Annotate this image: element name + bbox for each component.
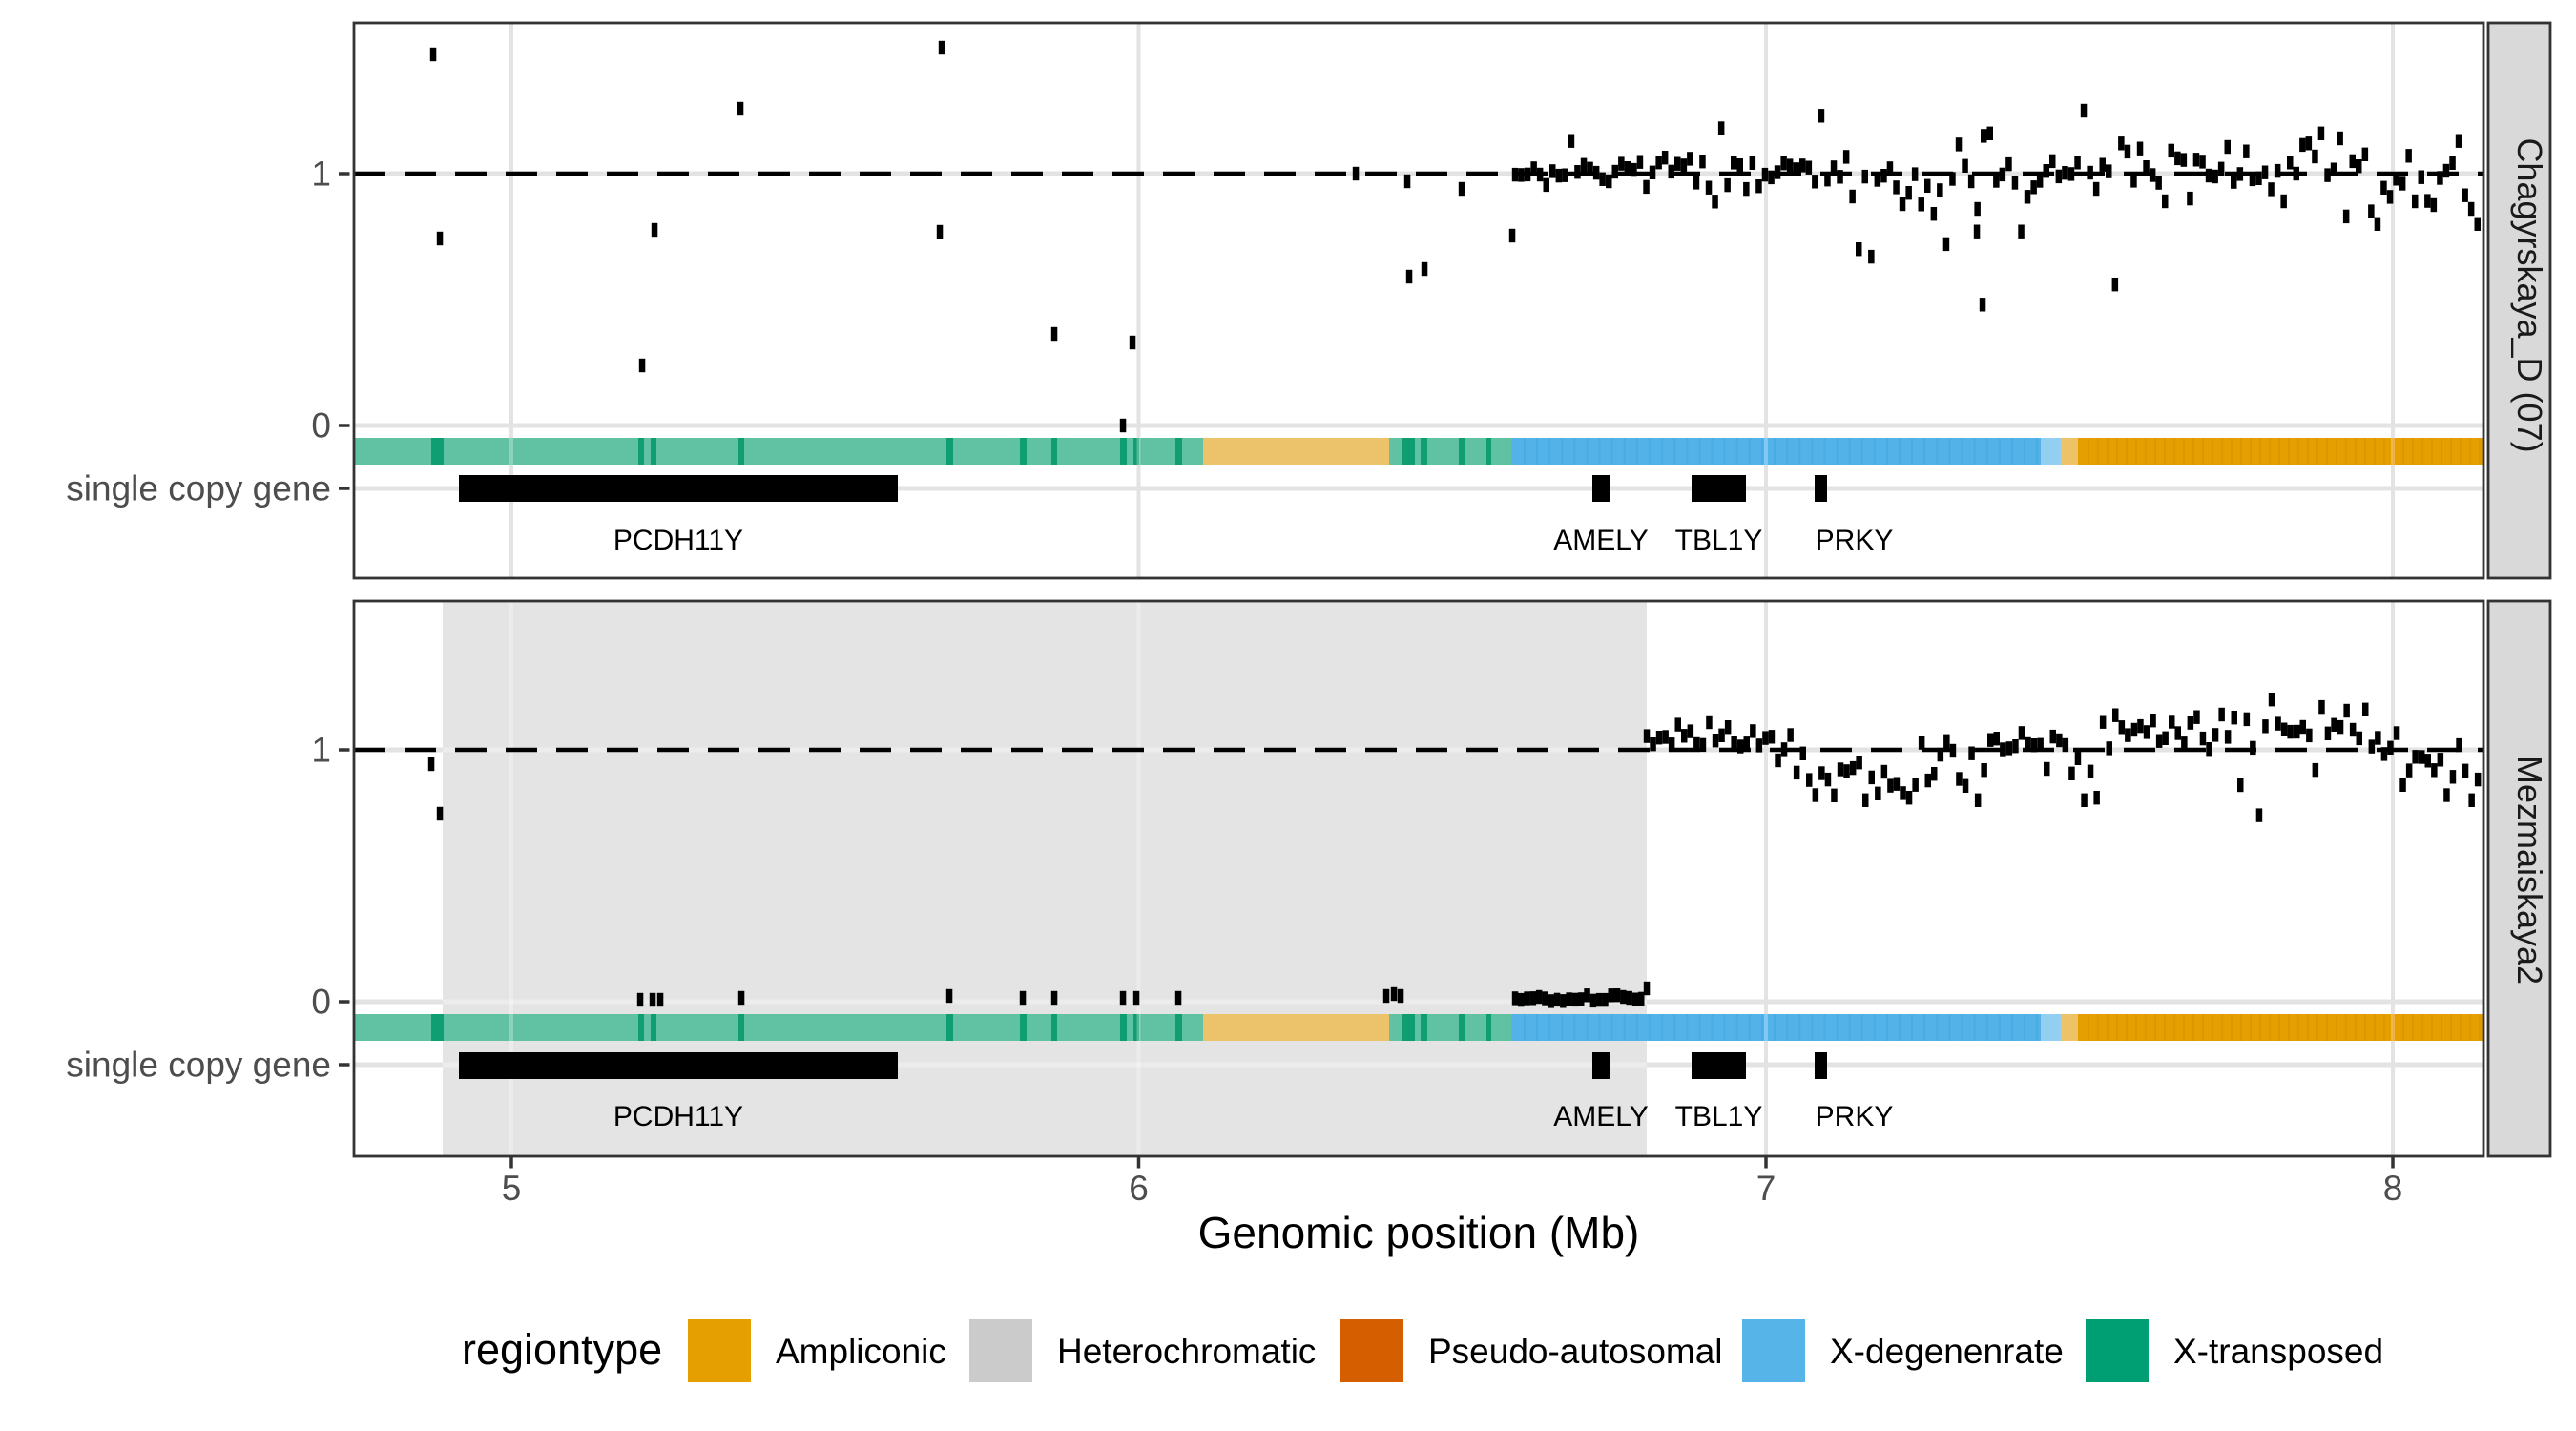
svg-text:Heterochromatic: Heterochromatic <box>1057 1332 1316 1371</box>
svg-text:X-degenenrate: X-degenenrate <box>1830 1332 2064 1371</box>
svg-text:TBL1Y: TBL1Y <box>1675 1101 1763 1132</box>
svg-text:AMELY: AMELY <box>1553 525 1648 556</box>
svg-text:regiontype: regiontype <box>462 1325 662 1374</box>
svg-text:Pseudo-autosomal: Pseudo-autosomal <box>1428 1332 1723 1371</box>
svg-text:PCDH11Y: PCDH11Y <box>613 1101 743 1132</box>
svg-text:Mezmaiskaya2: Mezmaiskaya2 <box>2510 756 2549 985</box>
svg-text:single copy gene: single copy gene <box>66 1046 331 1085</box>
svg-text:TBL1Y: TBL1Y <box>1675 525 1763 556</box>
svg-text:AMELY: AMELY <box>1553 1101 1648 1132</box>
svg-text:0: 0 <box>311 983 331 1022</box>
svg-text:Genomic position (Mb): Genomic position (Mb) <box>1198 1208 1640 1257</box>
svg-text:Chagyrskaya_D (07): Chagyrskaya_D (07) <box>2510 137 2549 452</box>
svg-text:1: 1 <box>311 155 331 194</box>
svg-text:0: 0 <box>311 406 331 446</box>
svg-text:PRKY: PRKY <box>1816 525 1894 556</box>
svg-text:PRKY: PRKY <box>1816 1101 1894 1132</box>
svg-text:X-transposed: X-transposed <box>2173 1332 2383 1371</box>
svg-text:8: 8 <box>2383 1169 2403 1208</box>
svg-text:PCDH11Y: PCDH11Y <box>613 525 743 556</box>
svg-text:Ampliconic: Ampliconic <box>776 1332 946 1371</box>
svg-text:1: 1 <box>311 731 331 770</box>
svg-text:7: 7 <box>1756 1169 1776 1208</box>
svg-text:6: 6 <box>1129 1169 1149 1208</box>
svg-text:single copy gene: single copy gene <box>66 469 331 508</box>
svg-text:5: 5 <box>502 1169 522 1208</box>
